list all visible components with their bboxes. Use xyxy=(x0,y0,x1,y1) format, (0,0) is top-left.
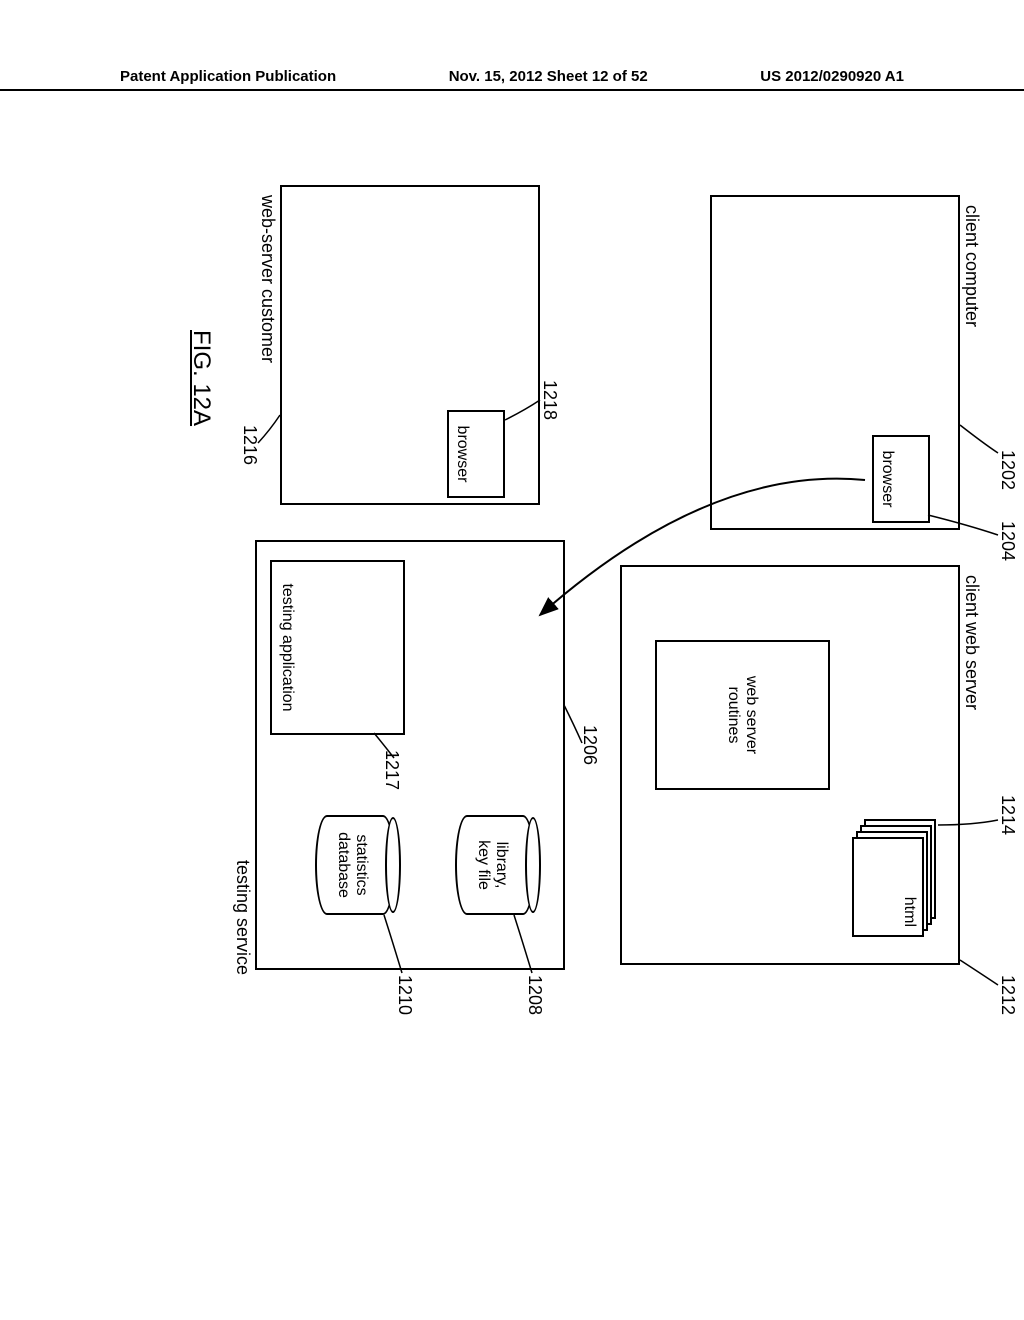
ref-1210: 1210 xyxy=(394,975,415,1015)
figure-label: FIG. 12A xyxy=(187,330,215,426)
ref-1218: 1218 xyxy=(539,380,560,420)
ref-1212: 1212 xyxy=(997,975,1018,1015)
web-server-routines-label: web server routines xyxy=(725,676,761,754)
connection-arrow xyxy=(520,455,870,655)
leader-1206 xyxy=(560,705,582,745)
ref-1206: 1206 xyxy=(579,725,600,765)
leader-1218 xyxy=(500,400,540,430)
statistics-db-cylinder: statistics database xyxy=(315,815,395,915)
client-web-server-label: client web server xyxy=(961,575,982,710)
browser1-label: browser xyxy=(878,451,896,508)
leader-1216 xyxy=(250,415,280,445)
browser1-box: browser xyxy=(872,435,930,523)
html-label: html xyxy=(900,897,918,927)
browser2-box: browser xyxy=(447,410,505,498)
header-left: Patent Application Publication xyxy=(120,68,336,85)
web-server-routines-box: web server routines xyxy=(655,640,830,790)
ref-1204: 1204 xyxy=(997,521,1018,561)
ref-1202: 1202 xyxy=(997,450,1018,490)
library-cylinder: library, key file xyxy=(455,815,535,915)
leader-1204 xyxy=(926,515,998,545)
testing-application-box: testing application xyxy=(270,560,405,735)
ref-1208: 1208 xyxy=(524,975,545,1015)
client-computer-label: client computer xyxy=(961,205,982,327)
ref-1214: 1214 xyxy=(997,795,1018,835)
leader-1217 xyxy=(372,733,394,763)
statistics-db-label: statistics database xyxy=(334,832,370,898)
library-label: library, key file xyxy=(474,840,510,890)
leader-1212 xyxy=(958,960,998,990)
browser2-label: browser xyxy=(453,426,471,483)
header-center: Nov. 15, 2012 Sheet 12 of 52 xyxy=(449,68,648,85)
testing-application-label: testing application xyxy=(278,583,296,711)
leader-1210 xyxy=(382,915,402,975)
page-header: Patent Application Publication Nov. 15, … xyxy=(0,68,1024,91)
testing-service-label: testing service xyxy=(232,860,253,975)
leader-1202 xyxy=(958,425,998,465)
leader-1214 xyxy=(936,815,998,835)
leader-1208 xyxy=(512,915,532,975)
diagram-container: client computer 1202 browser 1204 client… xyxy=(60,305,960,985)
header-right: US 2012/0290920 A1 xyxy=(760,68,904,85)
web-server-customer-label: web-server customer xyxy=(257,195,278,363)
